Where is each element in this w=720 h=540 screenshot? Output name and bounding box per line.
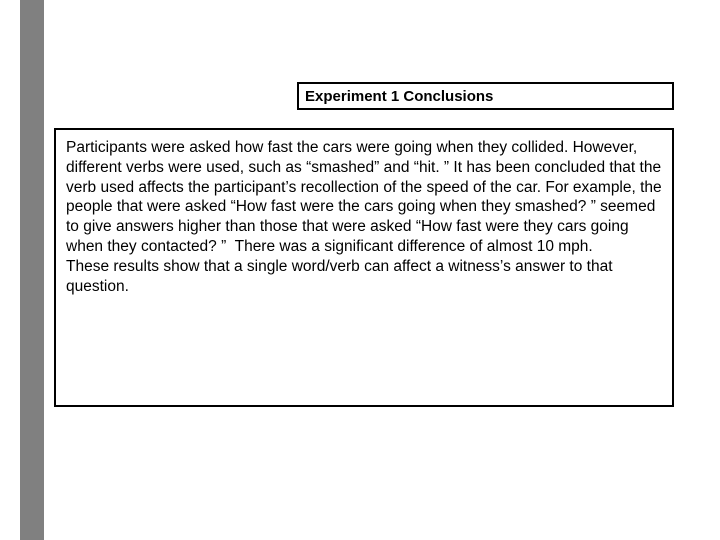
title-box: Experiment 1 Conclusions [297,82,674,110]
left-sidebar-accent [20,0,44,540]
title-text: Experiment 1 Conclusions [305,88,493,105]
body-box: Participants were asked how fast the car… [54,128,674,407]
page: Experiment 1 Conclusions Participants we… [0,0,720,540]
body-text: Participants were asked how fast the car… [66,138,662,297]
